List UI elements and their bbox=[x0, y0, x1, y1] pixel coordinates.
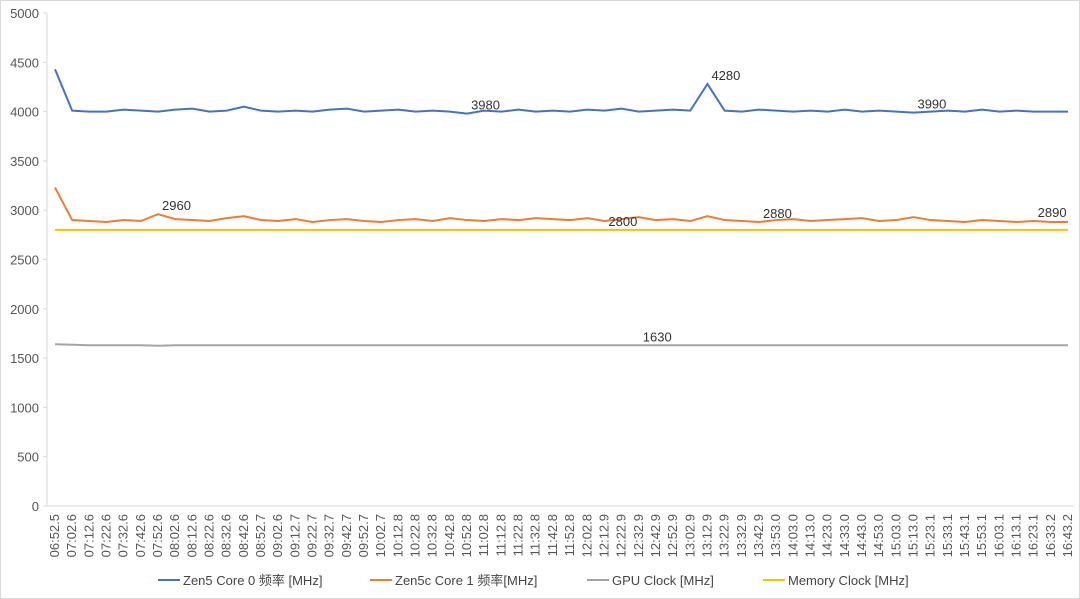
x-tick-label: 10:12.8 bbox=[390, 514, 405, 557]
x-tick-label: 08:42.6 bbox=[236, 514, 251, 557]
x-tick-label: 07:12.6 bbox=[81, 514, 96, 557]
x-tick-label: 15:53.1 bbox=[974, 514, 989, 557]
data-label: 2800 bbox=[608, 214, 637, 229]
x-tick-label: 14:13.0 bbox=[802, 514, 817, 557]
x-tick-label: 14:53.0 bbox=[871, 514, 886, 557]
x-tick-label: 11:32.8 bbox=[528, 514, 543, 556]
series-line bbox=[54, 343, 1068, 347]
x-tick-label: 07:42.6 bbox=[133, 514, 148, 557]
y-tick-label: 5000 bbox=[10, 6, 39, 21]
legend-label: Zen5 Core 0 频率 [MHz] bbox=[183, 573, 322, 588]
x-tick-label: 11:02.8 bbox=[476, 514, 491, 556]
data-label: 4280 bbox=[711, 68, 740, 83]
y-tick-label: 4000 bbox=[10, 105, 39, 120]
legend-label: GPU Clock [MHz] bbox=[612, 573, 714, 588]
x-tick-label: 11:52.8 bbox=[562, 514, 577, 556]
x-tick-label: 10:22.8 bbox=[408, 514, 423, 557]
x-tick-label: 08:52.7 bbox=[253, 514, 268, 557]
x-tick-label: 09:52.7 bbox=[356, 514, 371, 557]
x-tick-label: 06:52.5 bbox=[47, 514, 62, 557]
x-tick-label: 14:33.0 bbox=[837, 514, 852, 557]
x-tick-label: 10:42.8 bbox=[442, 514, 457, 557]
y-tick-label: 500 bbox=[17, 450, 39, 465]
y-tick-label: 2000 bbox=[10, 302, 39, 317]
x-tick-label: 07:22.6 bbox=[99, 514, 114, 557]
series-line bbox=[54, 68, 1068, 115]
x-tick-label: 15:43.1 bbox=[957, 514, 972, 557]
x-tick-label: 15:33.1 bbox=[940, 514, 955, 557]
x-tick-label: 07:02.6 bbox=[64, 514, 79, 557]
x-tick-label: 13:42.9 bbox=[751, 514, 766, 557]
y-tick-label: 3500 bbox=[10, 154, 39, 169]
x-tick-label: 08:32.6 bbox=[219, 514, 234, 557]
data-label: 3980 bbox=[471, 98, 500, 113]
x-tick-label: 10:02.7 bbox=[373, 514, 388, 557]
y-tick-label: 1000 bbox=[10, 400, 39, 415]
x-tick-label: 09:32.7 bbox=[322, 514, 337, 557]
x-tick-label: 15:13.0 bbox=[905, 514, 920, 557]
x-tick-label: 16:03.1 bbox=[991, 514, 1006, 557]
x-tick-label: 12:52.9 bbox=[665, 514, 680, 557]
x-tick-label: 12:22.9 bbox=[614, 514, 629, 557]
x-tick-label: 15:23.1 bbox=[923, 514, 938, 557]
y-tick-label: 2500 bbox=[10, 253, 39, 268]
x-tick-label: 12:32.9 bbox=[631, 514, 646, 557]
x-tick-label: 08:02.6 bbox=[167, 514, 182, 557]
x-tick-label: 07:52.6 bbox=[150, 514, 165, 557]
x-tick-label: 14:03.0 bbox=[785, 514, 800, 557]
x-tick-label: 16:33.2 bbox=[1043, 514, 1058, 557]
x-tick-label: 08:22.6 bbox=[202, 514, 217, 557]
y-tick-label: 3000 bbox=[10, 203, 39, 218]
x-tick-label: 11:22.8 bbox=[511, 514, 526, 556]
series-line bbox=[54, 187, 1068, 224]
legend-label: Memory Clock [MHz] bbox=[788, 573, 909, 588]
x-tick-label: 08:12.6 bbox=[184, 514, 199, 557]
x-tick-label: 10:52.8 bbox=[459, 514, 474, 557]
x-tick-label: 09:12.7 bbox=[287, 514, 302, 557]
legend-label: Zen5c Core 1 频率[MHz] bbox=[395, 573, 537, 588]
data-label: 2890 bbox=[1038, 205, 1067, 220]
x-tick-label: 14:43.0 bbox=[854, 514, 869, 557]
x-tick-label: 12:42.9 bbox=[648, 514, 663, 557]
x-tick-label: 10:32.8 bbox=[425, 514, 440, 557]
x-tick-label: 09:22.7 bbox=[305, 514, 320, 557]
x-tick-label: 15:03.0 bbox=[888, 514, 903, 557]
x-tick-label: 13:02.9 bbox=[682, 514, 697, 557]
x-tick-label: 14:23.0 bbox=[820, 514, 835, 557]
x-tick-label: 13:22.9 bbox=[717, 514, 732, 557]
x-tick-label: 16:43.2 bbox=[1060, 514, 1075, 557]
y-tick-label: 4500 bbox=[10, 55, 39, 70]
x-tick-label: 13:53.0 bbox=[768, 514, 783, 557]
x-tick-label: 09:42.7 bbox=[339, 514, 354, 557]
x-tick-label: 13:12.9 bbox=[699, 514, 714, 557]
x-tick-label: 16:13.1 bbox=[1008, 514, 1023, 557]
x-tick-label: 11:42.8 bbox=[545, 514, 560, 556]
x-tick-label: 12:02.8 bbox=[579, 514, 594, 557]
data-label: 1630 bbox=[643, 329, 672, 344]
x-tick-label: 16:23.1 bbox=[1026, 514, 1041, 557]
data-label: 2880 bbox=[763, 206, 792, 221]
y-tick-label: 1500 bbox=[10, 351, 39, 366]
x-tick-label: 13:32.9 bbox=[734, 514, 749, 557]
x-tick-label: 09:02.6 bbox=[270, 514, 285, 557]
x-tick-label: 12:12.9 bbox=[596, 514, 611, 557]
y-tick-label: 0 bbox=[32, 499, 39, 514]
x-tick-label: 07:32.6 bbox=[116, 514, 131, 557]
data-label: 2960 bbox=[162, 198, 191, 213]
x-tick-label: 11:12.8 bbox=[493, 514, 508, 556]
data-label: 3990 bbox=[917, 97, 946, 112]
